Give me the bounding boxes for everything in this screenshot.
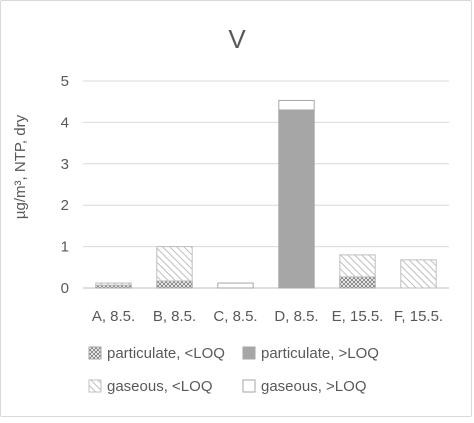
bars (95, 99, 437, 289)
legend-swatch-0 (88, 346, 102, 360)
y-tick-label-2: 2 (61, 197, 69, 214)
bar-segment-3-1 (278, 109, 315, 289)
bar-segment-1-0 (156, 280, 193, 289)
y-tick-label-4: 4 (61, 114, 69, 131)
x-tick-label-4: E, 15.5. (332, 308, 384, 325)
bar-segment-1-2 (156, 246, 193, 282)
y-tick-label-0: 0 (61, 280, 69, 297)
y-tick-label-3: 3 (61, 156, 69, 173)
y-tick-label-1: 1 (61, 239, 69, 256)
x-tick-label-0: A, 8.5. (92, 308, 135, 325)
x-tick-label-2: C, 8.5. (213, 308, 257, 325)
bar-segment-5-2 (400, 259, 437, 289)
legend-label-1: particulate, >LOQ (261, 345, 379, 362)
chart-title: V (228, 24, 246, 54)
legend-swatch-3 (242, 379, 256, 393)
y-tick-label-5: 5 (61, 73, 69, 90)
bar-segment-3-3 (278, 99, 315, 111)
grid-lines (83, 80, 449, 289)
legend-label-0: particulate, <LOQ (107, 345, 225, 362)
legend-swatch-2 (88, 379, 102, 393)
x-tick-label-5: F, 15.5. (394, 308, 443, 325)
y-tick-labels: 0 1 2 3 4 5 (61, 73, 69, 297)
legend-label-3: gaseous, >LOQ (261, 378, 366, 395)
bar-segment-4-2 (339, 254, 376, 278)
bar-segment-2-3 (217, 282, 254, 289)
y-axis-label: µg/m³, NTP, dry (12, 114, 29, 219)
x-tick-labels: A, 8.5. B, 8.5. C, 8.5. D, 8.5. E, 15.5. F, 1… (92, 308, 443, 325)
bar-segment-0-2 (95, 282, 132, 286)
bar-segment-4-0 (339, 276, 376, 289)
legend: particulate, <LOQ particulate, >LOQ gaseou… (88, 345, 379, 395)
legend-label-2: gaseous, <LOQ (107, 378, 212, 395)
legend-swatch-1 (242, 346, 256, 360)
x-tick-label-3: D, 8.5. (274, 308, 318, 325)
x-tick-label-1: B, 8.5. (153, 308, 196, 325)
